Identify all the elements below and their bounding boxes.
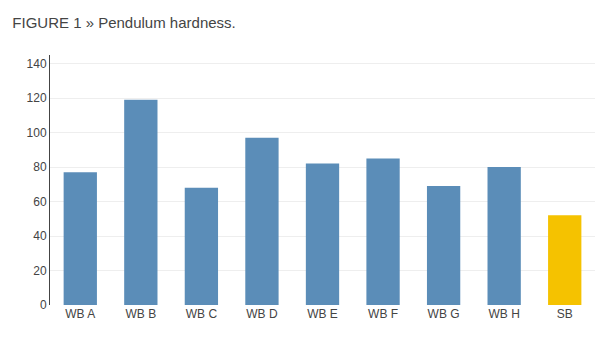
svg-text:120: 120 — [27, 91, 47, 105]
svg-text:60: 60 — [33, 195, 47, 209]
svg-text:80: 80 — [33, 160, 47, 174]
svg-text:WB D: WB D — [246, 307, 278, 321]
svg-text:WB E: WB E — [307, 307, 338, 321]
svg-text:WB F: WB F — [368, 307, 398, 321]
svg-text:FIGURE 1 » Pendulum hardness.: FIGURE 1 » Pendulum hardness. — [12, 14, 235, 31]
svg-text:WB B: WB B — [125, 307, 156, 321]
svg-text:40: 40 — [33, 229, 47, 243]
svg-text:100: 100 — [27, 126, 47, 140]
svg-text:WB A: WB A — [65, 307, 95, 321]
svg-text:0: 0 — [40, 298, 47, 312]
svg-text:140: 140 — [27, 57, 47, 71]
svg-text:WB C: WB C — [186, 307, 218, 321]
svg-text:20: 20 — [33, 264, 47, 278]
svg-text:WB H: WB H — [488, 307, 519, 321]
svg-text:SB: SB — [557, 307, 573, 321]
svg-text:WB G: WB G — [428, 307, 460, 321]
